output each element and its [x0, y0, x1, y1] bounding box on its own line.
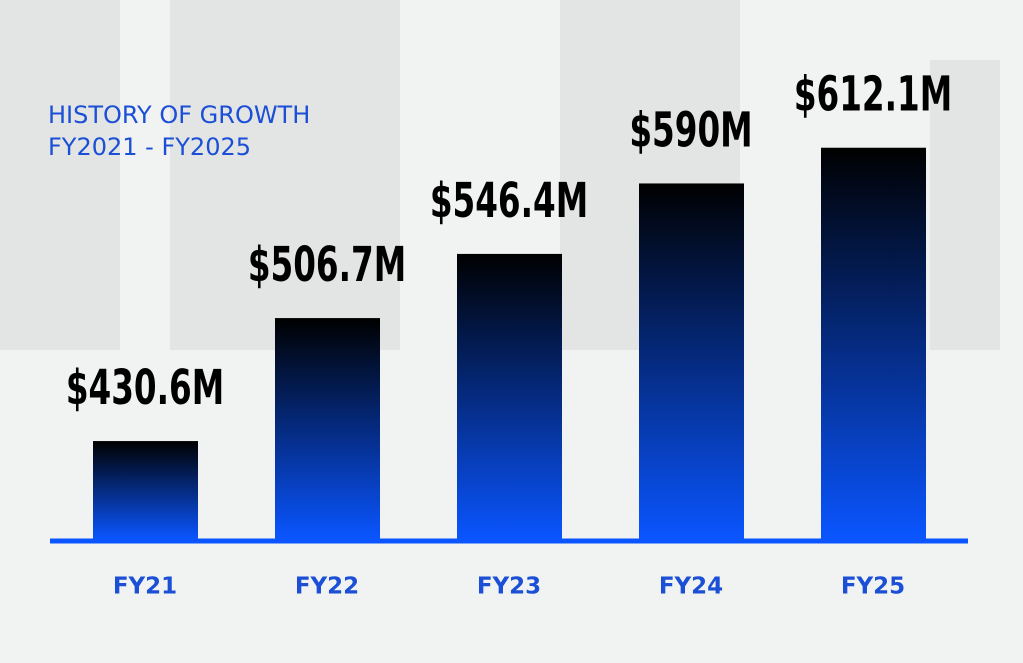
- value-label: $430.6M: [66, 359, 224, 415]
- x-tick-label: FY22: [295, 574, 359, 600]
- bar: [457, 253, 562, 539]
- x-tick-label: FY25: [841, 574, 905, 600]
- value-label: $546.4M: [430, 172, 588, 228]
- value-label: $506.7M: [248, 237, 406, 293]
- bar: [275, 318, 380, 539]
- x-tick-label: FY24: [659, 574, 723, 600]
- chart-title: HISTORY OF GROWTH: [48, 101, 310, 129]
- bar: [93, 441, 198, 539]
- value-label: $590M: [629, 102, 752, 158]
- bar: [821, 147, 926, 539]
- bar: [639, 183, 744, 540]
- value-label: $612.1M: [794, 66, 952, 122]
- x-tick-label: FY21: [113, 574, 177, 600]
- chart-subtitle: FY2021 - FY2025: [48, 133, 251, 161]
- watermark-shapes: [0, 0, 1000, 350]
- x-tick-label: FY23: [477, 574, 541, 600]
